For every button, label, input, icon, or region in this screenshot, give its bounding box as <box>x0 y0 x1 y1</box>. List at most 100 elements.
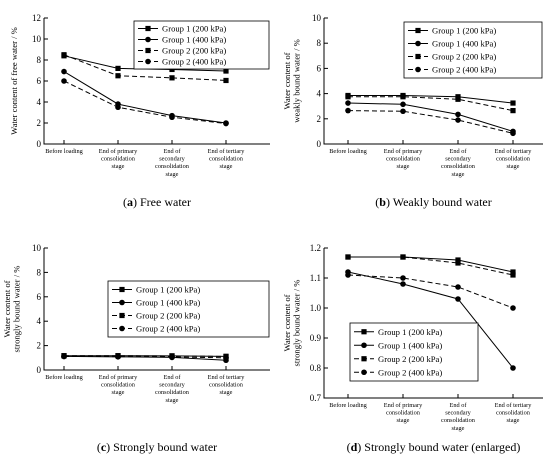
data-point <box>455 260 461 266</box>
data-point <box>345 100 351 106</box>
x-tick-label: secondary <box>159 382 185 389</box>
series-line <box>347 274 514 309</box>
series-3 <box>345 94 516 114</box>
y-tick-label: 6 <box>37 76 42 86</box>
data-point <box>169 75 175 81</box>
series-2 <box>61 68 229 126</box>
legend-label: Group 2 (400 kPa) <box>162 57 226 67</box>
data-point <box>510 100 516 106</box>
y-tick-label: 1.2 <box>310 243 321 253</box>
caption-text: Weakly bound water <box>393 195 492 209</box>
x-tick-label: consolidation <box>155 163 190 170</box>
y-tick-label: 1.0 <box>310 303 322 313</box>
series-line <box>347 102 514 132</box>
y-axis-title: Water content of <box>282 52 292 109</box>
legend-marker <box>119 299 125 306</box>
data-point <box>400 281 406 287</box>
x-tick-label: stage <box>452 425 465 432</box>
legend-label: Group 1 (200 kPa) <box>378 327 442 337</box>
legend-marker <box>119 286 125 293</box>
x-tick-label: End of tertiary <box>495 402 533 409</box>
data-point <box>455 96 461 102</box>
x-tick-label: consolidation <box>496 156 531 163</box>
x-tick-label: consolidation <box>441 417 476 424</box>
data-point <box>510 108 516 114</box>
legend: Group 1 (200 kPa) Group 1 (400 kPa) Group … <box>349 322 479 382</box>
caption-close-paren: ) <box>386 195 393 209</box>
y-axis-title: Water content of free water / % <box>9 27 19 135</box>
caption-open-paren: ( <box>347 440 351 454</box>
legend-label: Group 1 (200 kPa) <box>432 26 496 36</box>
data-point <box>345 254 351 260</box>
y-tick-label: 2 <box>317 114 322 124</box>
data-point <box>400 108 406 115</box>
legend-marker <box>361 369 367 376</box>
legend-marker <box>119 312 125 319</box>
x-tick-label: consolidation <box>386 410 421 417</box>
x-tick-label: stage <box>507 163 520 170</box>
y-tick-label: 0.9 <box>310 333 322 343</box>
caption-text: Free water <box>140 195 191 209</box>
legend-marker <box>145 58 151 65</box>
x-tick-label: End of <box>450 402 468 409</box>
legend-label: Group 2 (200 kPa) <box>378 354 442 364</box>
legend-label: Group 2 (200 kPa) <box>162 46 226 56</box>
x-tick-label: Before loading <box>329 148 367 155</box>
data-point <box>169 354 175 360</box>
data-point <box>510 305 516 311</box>
panel-caption: (c) Strongly bound water <box>97 440 217 454</box>
x-tick-label: End of primary <box>384 402 423 409</box>
x-tick-label: Before loading <box>329 402 367 409</box>
data-point <box>345 107 351 114</box>
data-point <box>455 257 461 263</box>
y-tick-label: 2 <box>37 118 42 128</box>
legend-label: Group 2 (200 kPa) <box>432 52 496 62</box>
data-point <box>169 66 175 73</box>
x-tick-label: stage <box>397 163 410 170</box>
legend-marker <box>415 27 421 34</box>
series-4 <box>345 107 516 137</box>
data-point <box>61 78 67 84</box>
panel-d: 0.7 0.8 0.9 1.0 1.1 1.2 Before loading End of p… <box>282 243 543 454</box>
data-point <box>223 77 229 84</box>
x-tick-label: consolidation <box>441 163 476 170</box>
x-tick-label: stage <box>220 389 233 396</box>
legend-box <box>107 280 270 338</box>
y-tick-label: 6 <box>317 63 322 73</box>
y-tick-label: 2 <box>37 341 42 351</box>
legend-label: Group 1 (400 kPa) <box>378 340 442 350</box>
x-tick-label: stage <box>507 417 520 424</box>
legend-label: Group 2 (400 kPa) <box>432 65 496 75</box>
legend-label: Group 1 (400 kPa) <box>432 39 496 49</box>
series-line <box>348 96 514 112</box>
series-line <box>64 355 227 357</box>
x-tick-label: stage <box>166 171 179 178</box>
legend-marker <box>415 66 421 73</box>
caption-letter: a <box>127 195 133 209</box>
panel-caption: (b) Weakly bound water <box>375 195 491 209</box>
caption-text: Strongly bound water (enlarged) <box>364 440 520 454</box>
legend-marker <box>361 329 367 335</box>
series-3 <box>345 254 516 278</box>
caption-open-paren: ( <box>123 195 127 209</box>
caption-text: Strongly bound water <box>113 440 217 454</box>
data-point <box>61 68 67 75</box>
x-tick-label: stage <box>112 163 125 170</box>
data-point <box>400 254 406 260</box>
data-point <box>169 114 175 121</box>
x-tick-label: End of tertiary <box>208 374 246 381</box>
series-line <box>348 256 514 276</box>
caption-letter: d <box>351 440 358 454</box>
legend-marker <box>361 342 367 349</box>
x-tick-label: secondary <box>159 156 185 163</box>
y-tick-label: 8 <box>37 267 42 277</box>
series-2 <box>61 353 229 364</box>
x-tick-label: End of tertiary <box>208 148 246 155</box>
x-tick-label: stage <box>220 163 233 170</box>
series-line <box>348 94 514 104</box>
data-point <box>400 101 406 108</box>
y-axis-title: strongly bound water / % <box>12 266 22 353</box>
x-tick-label: End of primary <box>99 148 138 155</box>
